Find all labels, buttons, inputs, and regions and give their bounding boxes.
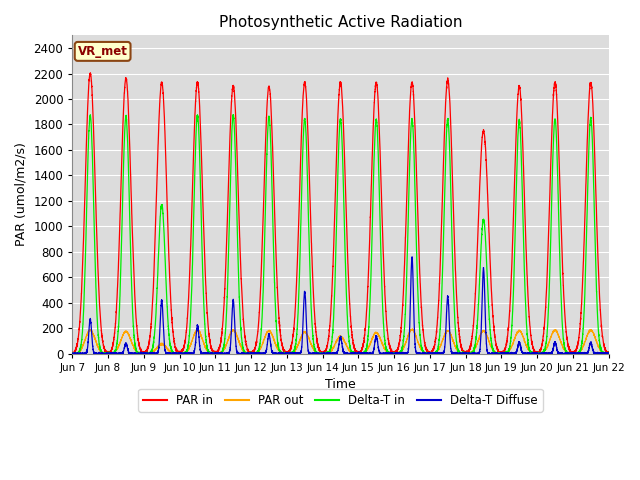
Title: Photosynthetic Active Radiation: Photosynthetic Active Radiation — [219, 15, 462, 30]
Y-axis label: PAR (umol/m2/s): PAR (umol/m2/s) — [15, 143, 28, 247]
Text: VR_met: VR_met — [77, 45, 127, 58]
X-axis label: Time: Time — [325, 378, 356, 391]
Legend: PAR in, PAR out, Delta-T in, Delta-T Diffuse: PAR in, PAR out, Delta-T in, Delta-T Dif… — [138, 389, 543, 411]
